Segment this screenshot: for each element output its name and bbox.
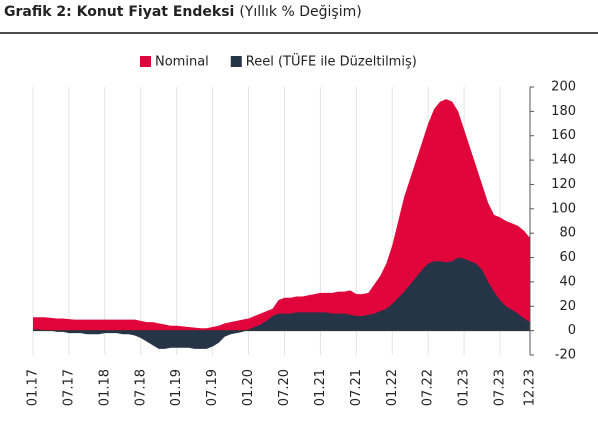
legend-swatch [140, 56, 151, 67]
y-tick-label: 0 [568, 323, 576, 338]
y-tick-label: 20 [559, 299, 576, 314]
chart-title: Grafik 2: Konut Fiyat Endeksi (Yıllık % D… [4, 4, 362, 20]
x-tick-label: 12.23 [523, 369, 538, 406]
x-tick-label: 07.21 [349, 369, 364, 406]
legend-label: Reel (TÜFE ile Düzeltilmiş) [246, 53, 417, 70]
legend-swatch [230, 56, 242, 67]
x-tick-label: 01.20 [241, 369, 256, 406]
y-tick-label: 160 [551, 128, 576, 143]
x-tick-label: 01.23 [457, 369, 472, 406]
y-tick-label: 180 [551, 104, 576, 119]
y-tick-label: 100 [551, 201, 576, 216]
x-tick-label: 07.23 [493, 369, 508, 406]
x-tick-label: 01.17 [26, 369, 41, 406]
y-tick-label: 60 [559, 250, 576, 265]
x-tick-label: 07.17 [61, 369, 76, 406]
x-tick-label: 01.22 [385, 369, 400, 406]
subtitle: (Yıllık % Değişim) [239, 4, 361, 20]
x-tick-label: 01.18 [97, 369, 112, 406]
x-tick-label: 07.20 [277, 369, 292, 406]
x-tick-label: 01.21 [313, 369, 328, 406]
area [33, 257, 530, 349]
x-tick-label: 07.22 [421, 369, 436, 406]
y-tick-label: 120 [551, 177, 576, 192]
y-tick-label: 80 [559, 226, 576, 241]
y-tick-label: 140 [551, 153, 576, 168]
y-tick-label: 200 [551, 80, 576, 95]
x-tick-label: 07.19 [205, 369, 220, 406]
area [33, 99, 530, 331]
legend-label: Nominal [155, 55, 209, 70]
y-tick-label: -20 [555, 348, 576, 363]
x-tick-label: 01.19 [169, 369, 184, 406]
title: Grafik 2: Konut Fiyat Endeksi [4, 4, 234, 20]
x-tick-label: 07.18 [133, 369, 148, 406]
y-tick-label: 40 [559, 274, 576, 289]
